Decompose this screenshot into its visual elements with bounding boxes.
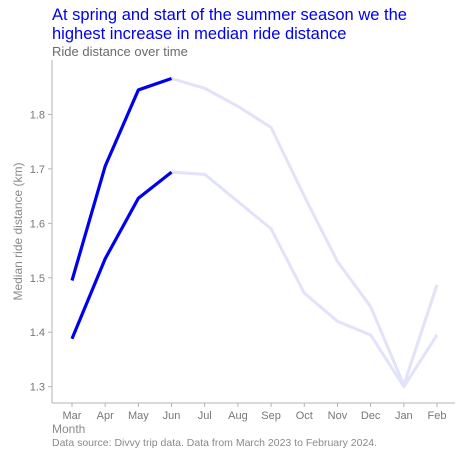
x-tick-label: Oct <box>296 410 313 422</box>
x-axis-ticks: Mar Apr May Jun Jul Aug Sep Oct Nov Dec Jan Feb <box>63 403 447 422</box>
x-tick-label: Sep <box>261 410 281 422</box>
y-tick-label: 1.7 <box>30 164 45 176</box>
y-tick-label: 1.8 <box>30 109 45 121</box>
chart-title: At spring and start of the summer season… <box>52 6 407 43</box>
y-tick-label: 1.4 <box>30 327 45 339</box>
series-2-highlight-line <box>70 170 173 340</box>
series-1-highlight-line <box>70 76 173 281</box>
x-tick-label: Nov <box>328 410 348 422</box>
x-tick-label: Jun <box>163 410 181 422</box>
x-tick-label: Mar <box>63 410 82 422</box>
x-tick-label: Feb <box>428 410 447 422</box>
series-1-faded-line <box>171 77 439 387</box>
chart-subtitle: Ride distance over time <box>52 44 188 59</box>
y-axis-title: Median ride distance (km) <box>11 162 25 300</box>
x-axis-title: Month <box>52 422 85 436</box>
x-tick-label: Apr <box>97 410 114 422</box>
x-tick-label: Aug <box>228 410 248 422</box>
series-2-faded-line <box>171 170 439 389</box>
y-tick-label: 1.5 <box>30 273 45 285</box>
y-tick-label: 1.3 <box>30 382 45 394</box>
y-axis-ticks: 1.3 1.4 1.5 1.6 1.7 1.8 <box>30 109 52 394</box>
series-layer <box>70 76 439 389</box>
x-tick-label: Dec <box>361 410 381 422</box>
x-tick-label: Jan <box>395 410 413 422</box>
y-tick-label: 1.6 <box>30 218 45 230</box>
x-tick-label: May <box>128 410 149 422</box>
chart-caption: Data source: Divvy trip data. Data from … <box>52 437 378 449</box>
x-tick-label: Jul <box>198 410 212 422</box>
